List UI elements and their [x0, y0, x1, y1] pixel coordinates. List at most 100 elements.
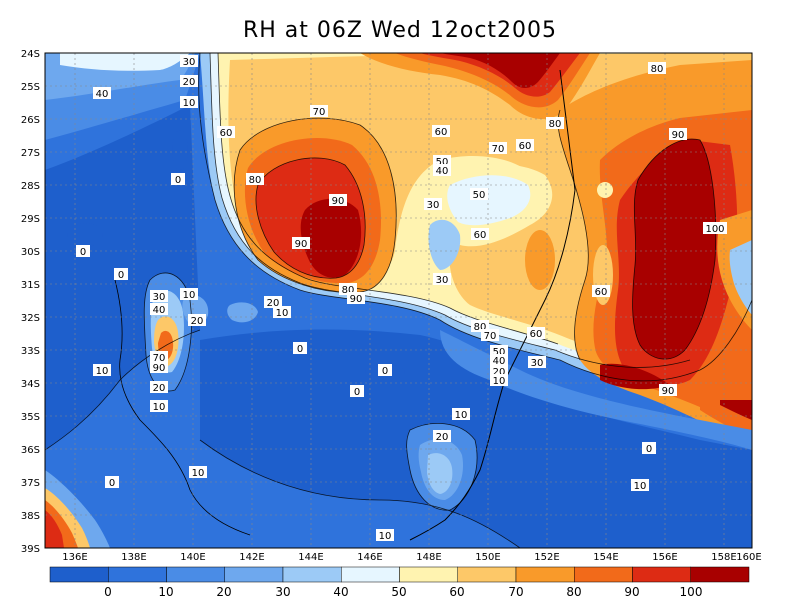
svg-text:70: 70: [153, 353, 166, 364]
svg-text:90: 90: [295, 239, 308, 250]
latitude-labels: 24S 25S 26S 27S 28S 29S 30S 31S 32S 33S …: [21, 49, 40, 555]
svg-text:20: 20: [153, 383, 166, 394]
svg-text:90: 90: [153, 363, 166, 374]
svg-text:90: 90: [672, 130, 685, 141]
contour-label: 10: [93, 364, 111, 377]
svg-text:30: 30: [427, 200, 440, 211]
contour-label: 60: [471, 228, 489, 241]
contour-label: 20: [150, 381, 168, 394]
colorbar-swatch: [515, 566, 575, 583]
svg-text:30: 30: [531, 358, 544, 369]
map-title: RH at 06Z Wed 12oct2005: [242, 18, 558, 43]
contour-label: 10: [631, 479, 649, 492]
svg-text:20: 20: [183, 77, 196, 88]
lon-label: 138E: [121, 552, 146, 563]
colorbar-label: 90: [624, 585, 639, 599]
contour-label: 10: [376, 529, 394, 542]
plot-frame: [44, 52, 753, 549]
contour-label: 0: [378, 364, 392, 377]
lon-label: 148E: [416, 552, 441, 563]
svg-text:0: 0: [354, 387, 360, 398]
svg-text:0: 0: [297, 344, 303, 355]
svg-text:10: 10: [96, 366, 109, 377]
svg-text:0: 0: [175, 175, 181, 186]
colorbar-label: 20: [216, 585, 231, 599]
colorbar-swatch: [282, 566, 342, 583]
contour-label: 90: [292, 237, 310, 250]
contour-label: 100: [703, 222, 727, 235]
contour-label: 30: [433, 273, 451, 286]
lat-label: 26S: [21, 115, 40, 126]
colorbar-swatch: [457, 566, 517, 583]
svg-text:40: 40: [96, 89, 109, 100]
svg-text:80: 80: [474, 322, 487, 333]
contour-label: 70: [310, 105, 328, 118]
contour-label: 60: [527, 327, 545, 340]
contour-label: 60: [432, 125, 450, 138]
longitude-labels: 136E 138E 140E 142E 144E 146E 148E 150E …: [62, 552, 761, 563]
lat-label: 27S: [21, 148, 40, 159]
contour-label: 40: [93, 87, 111, 100]
contour-labels: 30 20 10 40 60 70 80 90 0 90 80 90 50 40…: [76, 55, 727, 542]
svg-text:60: 60: [519, 141, 532, 152]
svg-text:10: 10: [192, 468, 205, 479]
contour-label: 20: [433, 430, 451, 443]
contour-label: 60: [516, 139, 534, 152]
contour-label: 30: [424, 198, 442, 211]
lat-label: 39S: [21, 544, 40, 555]
contour-label: 0: [114, 268, 128, 281]
contour-label: 0: [76, 245, 90, 258]
svg-text:20: 20: [191, 316, 204, 327]
colorbar-label: 70: [508, 585, 523, 599]
svg-text:80: 80: [549, 119, 562, 130]
contour-field: [45, 53, 752, 548]
contour-label: 10: [452, 408, 470, 421]
svg-text:20: 20: [267, 298, 280, 309]
contour-label: 90: [659, 384, 677, 397]
contour-label: 70: [150, 351, 168, 364]
svg-text:50: 50: [473, 190, 486, 201]
contour-label: 90: [150, 361, 168, 374]
contour-label: 90: [669, 128, 687, 141]
svg-text:50: 50: [493, 347, 506, 358]
svg-text:90: 90: [662, 386, 675, 397]
svg-text:60: 60: [595, 287, 608, 298]
contour-label: 40: [433, 164, 451, 177]
lat-label: 38S: [21, 511, 40, 522]
lon-label: 152E: [534, 552, 559, 563]
contour-label: 10: [189, 466, 207, 479]
contour-label: 10: [180, 288, 198, 301]
lat-label: 25S: [21, 82, 40, 93]
svg-text:0: 0: [646, 444, 652, 455]
colorbar-swatch: [49, 566, 109, 583]
contour-label: 70: [481, 329, 499, 342]
colorbar-swatch: [632, 566, 691, 583]
colorbar-label: 50: [391, 585, 406, 599]
svg-text:10: 10: [455, 410, 468, 421]
colorbar-swatch: [399, 566, 458, 583]
contour-label: 0: [293, 342, 307, 355]
lat-label: 34S: [21, 379, 40, 390]
svg-text:10: 10: [634, 481, 647, 492]
colorbar-label: 100: [680, 585, 703, 599]
svg-text:10: 10: [183, 98, 196, 109]
contour-label: 20: [264, 296, 282, 309]
svg-text:90: 90: [350, 294, 363, 305]
contour-label: 60: [592, 285, 610, 298]
lat-label: 35S: [21, 412, 40, 423]
colorbar-swatch: [574, 566, 633, 583]
svg-text:40: 40: [153, 305, 166, 316]
svg-text:40: 40: [436, 166, 449, 177]
svg-text:30: 30: [183, 57, 196, 68]
svg-text:50: 50: [436, 157, 449, 168]
lon-label: 160E: [736, 552, 761, 563]
colorbar-label: 0: [104, 585, 112, 599]
svg-text:0: 0: [109, 478, 115, 489]
colorbar: [49, 566, 750, 583]
contour-label: 30: [180, 55, 198, 68]
svg-text:60: 60: [530, 329, 543, 340]
svg-text:100: 100: [705, 224, 724, 235]
contour-label: 40: [490, 354, 508, 367]
lon-label: 140E: [180, 552, 205, 563]
